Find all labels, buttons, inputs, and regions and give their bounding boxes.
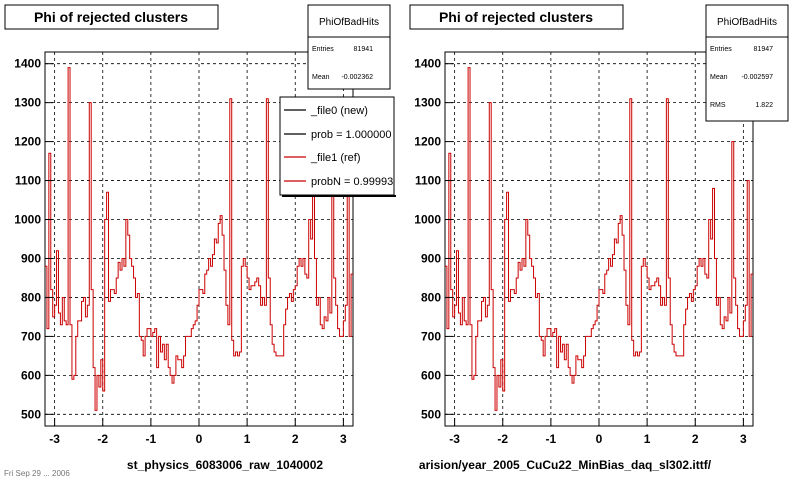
left-stats-mean-value: -0.002362 xyxy=(341,74,373,81)
right-xtick-label--2: -2 xyxy=(497,432,508,446)
right-title: Phi of rejected clusters xyxy=(439,9,593,25)
right-ytick-label-1400: 1400 xyxy=(414,57,441,71)
right-ytick-label-600: 600 xyxy=(421,368,441,382)
footer-text: Fri Sep 29 ... 2006 xyxy=(4,469,70,478)
left-ytick-label-800: 800 xyxy=(21,290,41,304)
left-x-ticks: -3 -2 -1 0 1 2 3 xyxy=(49,418,347,446)
left-ytick-label-600: 600 xyxy=(21,368,41,382)
left-xtick-label-1: 1 xyxy=(244,432,251,446)
right-ytick-label-500: 500 xyxy=(421,407,441,421)
left-title: Phi of rejected clusters xyxy=(34,9,188,25)
left-ytick-label-700: 700 xyxy=(21,329,41,343)
left-histogram xyxy=(45,67,353,411)
left-ytick-label-1400: 1400 xyxy=(14,57,41,71)
right-y-ticks: 500 600 700 800 900 1000 1100 1200 1300 1400 xyxy=(414,57,453,421)
right-ytick-label-1100: 1100 xyxy=(415,174,441,188)
right-histogram-line xyxy=(445,67,753,411)
left-ytick-label-900: 900 xyxy=(21,251,41,265)
right-stats-rms-label: RMS xyxy=(710,102,726,109)
right-xtick-label--3: -3 xyxy=(449,432,460,446)
right-xtick-label--1: -1 xyxy=(546,432,557,446)
left-ytick-label-1200: 1200 xyxy=(14,135,41,149)
right-xtick-label-1: 1 xyxy=(644,432,651,446)
left-stats-entries-value: 81941 xyxy=(354,46,374,53)
legend-label-prob: prob = 1.000000 xyxy=(311,129,391,141)
left-y-ticks: 500 600 700 800 900 1000 1100 1200 1300 1400 xyxy=(14,57,53,421)
right-x-label: arision/year_2005_CuCu22_MinBias_daq_sl3… xyxy=(419,458,712,472)
left-x-label: st_physics_6083006_raw_1040002 xyxy=(127,458,323,472)
legend-frame xyxy=(279,96,395,196)
left-legend: _file0 (new) prob = 1.000000 _file1 (ref… xyxy=(279,96,396,197)
left-panel: Phi of rejected clusters 500 600 700 800 900… xyxy=(4,4,396,472)
right-stats-mean-value: -0.002597 xyxy=(741,74,773,81)
left-ytick-label-500: 500 xyxy=(21,407,41,421)
left-stats-name: PhiOfBadHits xyxy=(319,17,379,28)
right-ytick-label-1000: 1000 xyxy=(414,213,441,227)
right-stats-mean-label: Mean xyxy=(710,74,728,81)
left-ytick-label-1300: 1300 xyxy=(14,96,41,110)
left-ytick-label-1100: 1100 xyxy=(15,174,41,188)
left-stats-entries-label: Entries xyxy=(312,46,334,53)
legend-label-new: _file0 (new) xyxy=(310,105,368,117)
left-stats-frame xyxy=(307,4,391,90)
right-histogram xyxy=(445,67,753,411)
legend-label-probn: probN = 0.99993 xyxy=(311,176,393,188)
left-stats-box: PhiOfBadHits Entries 81941 Mean -0.00236… xyxy=(307,4,391,90)
right-ytick-label-800: 800 xyxy=(421,290,441,304)
left-histogram-line xyxy=(45,67,353,411)
right-stats-entries-label: Entries xyxy=(710,46,732,53)
left-xtick-label--3: -3 xyxy=(49,432,60,446)
right-ytick-label-1300: 1300 xyxy=(414,96,441,110)
left-xtick-label-3: 3 xyxy=(340,432,347,446)
right-stats-name: PhiOfBadHits xyxy=(717,17,777,28)
left-xtick-label-0: 0 xyxy=(196,432,203,446)
right-stats-box: PhiOfBadHits Entries 81947 Mean -0.00259… xyxy=(705,4,789,122)
left-title-box xyxy=(4,4,219,30)
left-xtick-label-2: 2 xyxy=(292,432,299,446)
right-title-box xyxy=(409,4,624,30)
right-x-ticks: -3 -2 -1 0 1 2 3 xyxy=(449,418,747,446)
left-stats-mean-label: Mean xyxy=(312,74,330,81)
right-stats-frame xyxy=(705,4,789,122)
right-ytick-label-700: 700 xyxy=(421,329,441,343)
legend-label-ref: _file1 (ref) xyxy=(310,152,361,164)
left-xtick-label--2: -2 xyxy=(97,432,108,446)
right-panel: Phi of rejected clusters 500 600 700 800 900… xyxy=(409,4,789,472)
right-xtick-label-0: 0 xyxy=(596,432,603,446)
right-xtick-label-3: 3 xyxy=(740,432,747,446)
right-xtick-label-2: 2 xyxy=(692,432,699,446)
left-ytick-label-1000: 1000 xyxy=(14,213,41,227)
right-stats-rms-value: 1.822 xyxy=(755,102,773,109)
left-xtick-label--1: -1 xyxy=(146,432,157,446)
right-stats-entries-value: 81947 xyxy=(754,46,774,53)
right-ytick-label-1200: 1200 xyxy=(414,135,441,149)
right-ytick-label-900: 900 xyxy=(421,251,441,265)
